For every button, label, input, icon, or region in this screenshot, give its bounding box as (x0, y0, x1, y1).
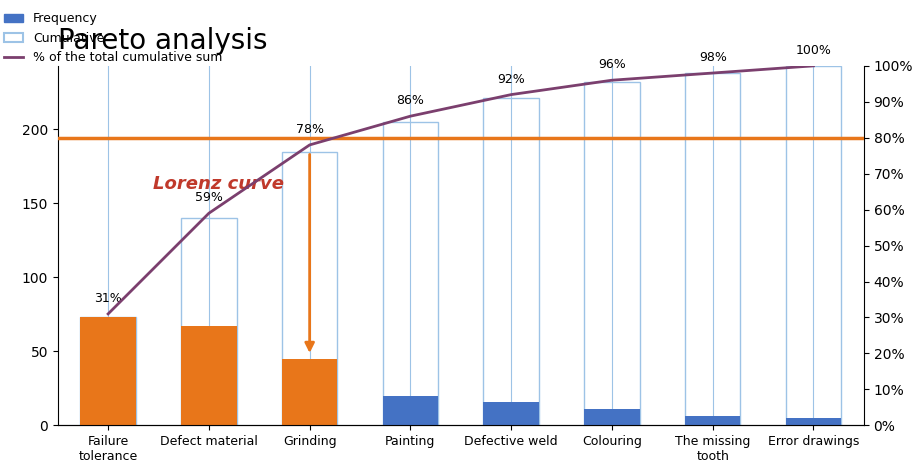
Bar (482, 402, 539, 425)
Bar (181, 218, 236, 425)
Legend: Frequency, Cumulative, % of the total cumulative sum: Frequency, Cumulative, % of the total cu… (0, 8, 227, 69)
Bar (382, 122, 437, 425)
Text: 100%: 100% (795, 44, 831, 57)
Bar (685, 416, 740, 425)
Text: Lorenz curve: Lorenz curve (153, 175, 284, 193)
Text: 31%: 31% (94, 292, 122, 305)
Bar (80, 317, 136, 425)
Bar (482, 98, 539, 425)
Bar (785, 66, 840, 425)
Text: 92%: 92% (497, 72, 525, 86)
Text: 78%: 78% (295, 123, 323, 136)
Bar (80, 317, 136, 425)
Bar (685, 73, 740, 425)
Text: 59%: 59% (195, 191, 222, 204)
Text: Pareto analysis: Pareto analysis (58, 27, 267, 55)
Text: 86%: 86% (396, 94, 424, 107)
Bar (785, 418, 840, 425)
Text: 96%: 96% (597, 58, 625, 71)
Bar (281, 359, 337, 425)
Bar (382, 396, 437, 425)
Text: 98%: 98% (698, 51, 726, 64)
Bar (584, 409, 639, 425)
Bar (281, 152, 337, 425)
Bar (584, 82, 639, 425)
Bar (181, 326, 236, 425)
